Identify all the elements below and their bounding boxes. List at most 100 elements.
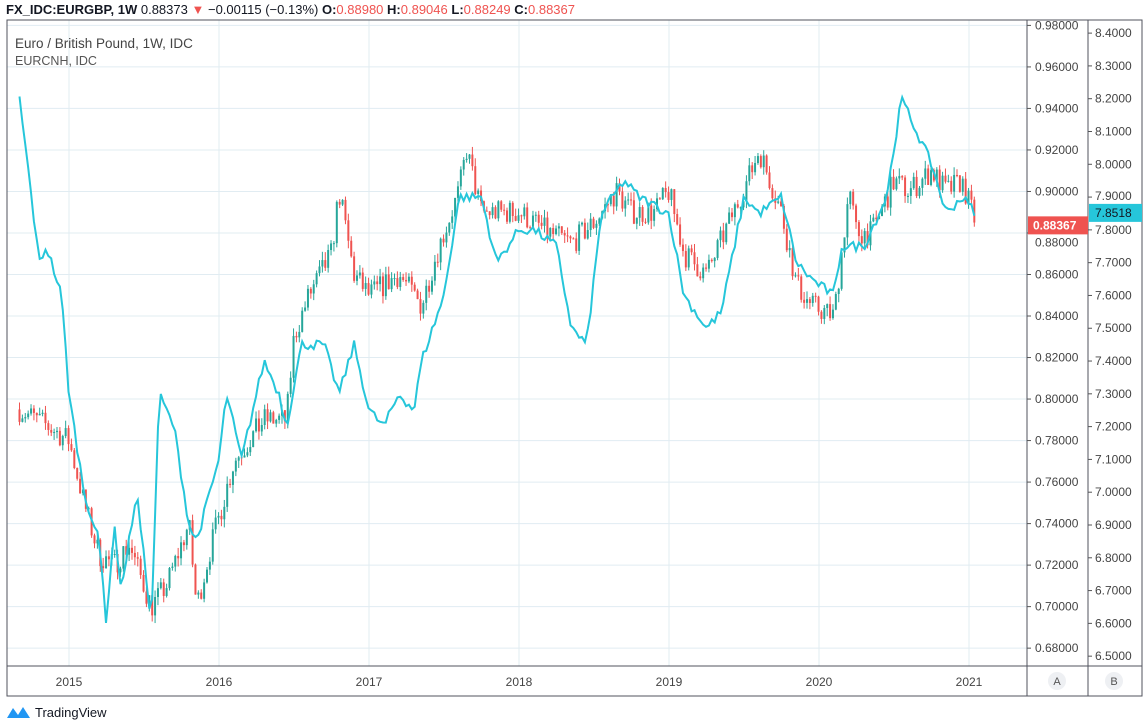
- axis-b-button[interactable]: [1105, 672, 1123, 690]
- candle: [814, 295, 817, 297]
- candle: [24, 417, 27, 419]
- candle: [246, 452, 249, 456]
- candle: [800, 276, 803, 300]
- candle: [586, 230, 589, 239]
- candle: [125, 546, 128, 555]
- candle: [941, 175, 944, 191]
- candle: [384, 274, 387, 297]
- candle: [399, 277, 402, 287]
- candle: [497, 201, 500, 219]
- x-tick-label: 2017: [356, 675, 383, 689]
- candle: [44, 412, 47, 424]
- candle: [61, 436, 64, 446]
- candle: [661, 188, 664, 200]
- x-tick-label: 2016: [206, 675, 233, 689]
- candle: [321, 260, 324, 267]
- candle: [318, 266, 321, 274]
- axis-a-button[interactable]: [1048, 672, 1066, 690]
- candle: [589, 218, 592, 231]
- candle: [863, 231, 866, 244]
- candle: [428, 285, 431, 292]
- axis-a-label: 0.76000: [1035, 475, 1079, 489]
- candle: [794, 275, 797, 277]
- axis-b-label: 6.8000: [1095, 551, 1132, 565]
- x-tick-label: 2021: [956, 675, 983, 689]
- candle: [875, 217, 878, 220]
- candle: [953, 174, 956, 192]
- candle: [506, 210, 508, 222]
- candle: [739, 207, 742, 209]
- axis-b-label: 8.0000: [1095, 157, 1132, 171]
- candle: [350, 240, 353, 257]
- candle: [791, 248, 794, 277]
- candle: [658, 198, 661, 200]
- candle: [64, 428, 67, 437]
- open-label: O:: [321, 2, 337, 17]
- candle: [257, 418, 260, 432]
- candle: [537, 214, 540, 223]
- candle: [338, 201, 341, 205]
- candle: [145, 591, 148, 604]
- candle: [549, 228, 552, 237]
- axis-a-label: 0.70000: [1035, 600, 1079, 614]
- candle: [488, 211, 491, 216]
- candle: [154, 597, 157, 616]
- candle: [159, 582, 162, 589]
- candle: [944, 175, 947, 182]
- candle: [122, 546, 125, 569]
- candle: [327, 250, 330, 268]
- candle: [431, 280, 433, 292]
- candle: [656, 198, 658, 210]
- high-label: H:: [387, 2, 401, 17]
- candle: [866, 231, 869, 246]
- candle: [491, 207, 494, 216]
- candle: [806, 299, 808, 303]
- last-price-badge-a: [1028, 216, 1088, 235]
- axis-b-label: 7.6000: [1095, 288, 1132, 302]
- price-change: −0.00115 (−0.13%): [207, 2, 319, 17]
- candle: [918, 187, 921, 197]
- candle: [624, 200, 627, 209]
- candle: [615, 183, 618, 207]
- axis-b-button-label: B: [1110, 676, 1117, 688]
- candle: [898, 176, 901, 179]
- candle: [53, 432, 56, 434]
- candle: [416, 290, 419, 300]
- candle: [283, 410, 286, 422]
- candle: [217, 515, 220, 518]
- axis-a-label: 0.96000: [1035, 60, 1079, 74]
- candle: [156, 588, 159, 598]
- candle: [194, 564, 197, 595]
- candle: [344, 199, 347, 221]
- candle: [21, 418, 24, 422]
- candle: [451, 216, 454, 223]
- candle: [664, 188, 667, 193]
- legend-main-series[interactable]: Euro / British Pound, 1W, IDC: [15, 36, 193, 51]
- candle: [459, 169, 462, 187]
- candle: [494, 207, 497, 219]
- axis-a-label: 0.94000: [1035, 101, 1079, 115]
- candle: [684, 251, 687, 268]
- candle: [511, 202, 514, 217]
- legend-compare-series[interactable]: EURCNH, IDC: [15, 54, 97, 68]
- tradingview-logo-icon: [7, 707, 30, 718]
- candle: [275, 419, 278, 424]
- candle: [226, 483, 229, 507]
- candle: [889, 176, 892, 208]
- axis-b-label: 6.5000: [1095, 649, 1132, 663]
- candle: [503, 209, 506, 211]
- candle: [38, 413, 41, 416]
- candle: [292, 335, 295, 378]
- candle: [742, 201, 745, 208]
- candle: [131, 547, 133, 553]
- tradingview-logo[interactable]: TradingView: [6, 704, 107, 720]
- candle: [171, 566, 174, 568]
- candle: [595, 223, 598, 228]
- candle: [572, 238, 575, 240]
- candle: [583, 222, 586, 239]
- candle: [376, 281, 379, 285]
- candle: [289, 377, 292, 394]
- candle: [243, 455, 246, 458]
- candle: [560, 226, 563, 234]
